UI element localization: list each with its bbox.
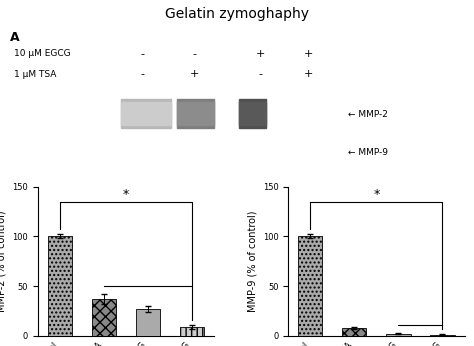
Bar (430, 335, 455, 336)
Bar (239, 100, 266, 101)
Bar (177, 115, 214, 116)
Bar (239, 121, 266, 122)
Bar (120, 113, 171, 115)
Bar (177, 127, 214, 128)
Bar (177, 116, 214, 118)
Bar (120, 106, 171, 107)
Bar (342, 328, 366, 336)
Bar (239, 124, 266, 125)
Bar (177, 100, 214, 101)
Bar (239, 127, 266, 128)
Bar (177, 106, 214, 107)
Text: Gelatin zymoghaphy: Gelatin zymoghaphy (165, 7, 309, 21)
Bar (120, 127, 171, 128)
Bar (177, 124, 214, 125)
Bar (239, 103, 266, 104)
Bar (177, 102, 214, 125)
Bar (177, 109, 214, 110)
Text: +: + (256, 49, 265, 58)
Bar (177, 122, 214, 124)
Bar (177, 104, 214, 106)
Bar (177, 113, 214, 115)
Text: ← MMP-9: ← MMP-9 (348, 148, 388, 157)
Text: +: + (303, 70, 313, 79)
Bar (180, 327, 204, 336)
Bar (239, 101, 266, 103)
Text: -: - (192, 49, 196, 58)
Text: *: * (123, 188, 129, 201)
Bar (120, 100, 171, 101)
Bar (177, 119, 214, 121)
Bar (239, 119, 266, 121)
Text: -: - (259, 70, 263, 79)
Text: -: - (140, 70, 144, 79)
Bar (239, 104, 266, 106)
Bar (177, 99, 214, 100)
Bar (120, 101, 171, 103)
Y-axis label: MMP-9 (% of control): MMP-9 (% of control) (247, 210, 257, 312)
Bar (120, 138, 171, 165)
Bar (92, 299, 116, 336)
Bar (239, 112, 266, 113)
Bar (177, 103, 214, 104)
Bar (177, 112, 214, 113)
Bar (120, 112, 171, 113)
Bar (239, 107, 266, 109)
Bar (177, 125, 214, 127)
Bar (177, 118, 214, 119)
Bar (239, 99, 266, 100)
Bar (239, 110, 266, 112)
Text: +: + (190, 70, 199, 79)
Text: A: A (9, 31, 19, 44)
Bar (120, 104, 171, 106)
Bar (136, 309, 160, 336)
Bar (120, 125, 171, 127)
Text: 10 μM EGCG: 10 μM EGCG (14, 49, 71, 58)
Text: ← MMP-2: ← MMP-2 (348, 110, 388, 119)
Bar (120, 103, 171, 104)
Bar (239, 106, 266, 107)
Text: 1 μM TSA: 1 μM TSA (14, 70, 56, 79)
Bar (239, 116, 266, 118)
Bar (239, 109, 266, 110)
Y-axis label: MMP-2 (% of control): MMP-2 (% of control) (0, 210, 7, 312)
Bar (298, 236, 322, 336)
Bar (120, 124, 171, 125)
Bar (120, 107, 171, 109)
Bar (120, 121, 171, 122)
Text: *: * (373, 188, 380, 201)
Bar (239, 115, 266, 116)
Bar (177, 101, 214, 103)
Bar (177, 110, 214, 112)
Bar (120, 99, 171, 100)
Bar (120, 116, 171, 118)
Bar (177, 121, 214, 122)
Text: -: - (140, 49, 144, 58)
Bar (177, 107, 214, 109)
Bar (239, 122, 266, 124)
Bar (120, 109, 171, 110)
Bar (386, 334, 410, 336)
Bar (48, 236, 72, 336)
Bar (239, 125, 266, 127)
Bar (120, 118, 171, 119)
Bar (239, 113, 266, 115)
Bar (120, 122, 171, 124)
Bar (239, 102, 266, 125)
Bar (239, 118, 266, 119)
Bar (120, 119, 171, 121)
Bar (120, 102, 171, 125)
Text: +: + (303, 49, 313, 58)
Bar (120, 115, 171, 116)
Bar (120, 110, 171, 112)
